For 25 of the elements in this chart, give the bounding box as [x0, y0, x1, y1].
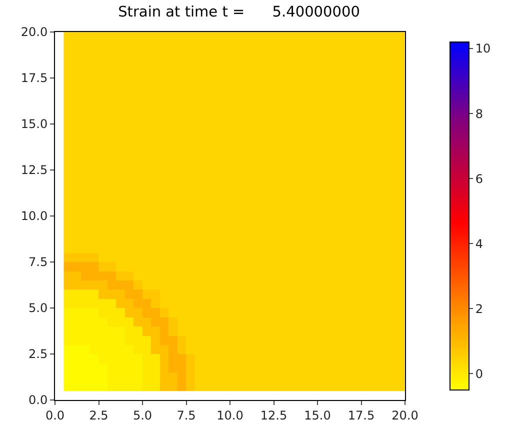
x-tick-label: 10.0: [216, 408, 244, 422]
y-tick-label: 10.0: [20, 209, 48, 224]
y-tick-label: 20.0: [20, 25, 48, 40]
color-bar-label: 8: [475, 106, 484, 121]
x-tick-label: 5.0: [132, 408, 152, 422]
y-tick-label: 2.5: [28, 347, 48, 362]
y-tick-label: 5.0: [28, 301, 48, 316]
y-tick-label: 12.5: [20, 163, 48, 178]
color-bar-label: 0: [475, 366, 484, 381]
y-tick-label: 0.0: [28, 393, 48, 408]
chart-title: Strain at time t = 5.40000000: [118, 4, 360, 21]
x-tick-label: 0.0: [45, 408, 65, 422]
color-bar-label: 2: [475, 302, 484, 316]
x-tick-label: 12.5: [260, 408, 288, 422]
x-tick-label: 17.5: [348, 408, 375, 422]
x-tick-label: 7.5: [176, 408, 196, 422]
y-tick-label: 17.5: [20, 71, 48, 86]
y-tick-label: 15.0: [20, 117, 48, 132]
y-tick-label: 7.5: [28, 255, 48, 270]
color-bar-label: 10: [475, 42, 491, 56]
x-tick-label: 20.0: [392, 408, 418, 422]
x-tick-label: 2.5: [89, 408, 108, 422]
color-bar-label: 6: [475, 172, 484, 186]
x-tick-label: 15.0: [304, 408, 331, 422]
color-bar-label: 4: [475, 236, 484, 251]
